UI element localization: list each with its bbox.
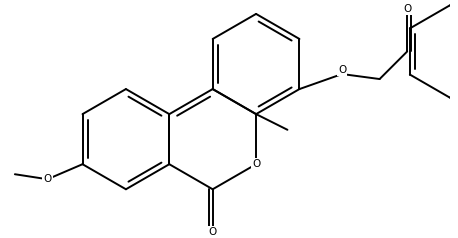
Text: O: O: [252, 159, 260, 169]
Text: O: O: [403, 4, 411, 14]
Text: O: O: [208, 227, 217, 237]
Text: O: O: [338, 65, 346, 75]
Text: O: O: [44, 174, 52, 184]
